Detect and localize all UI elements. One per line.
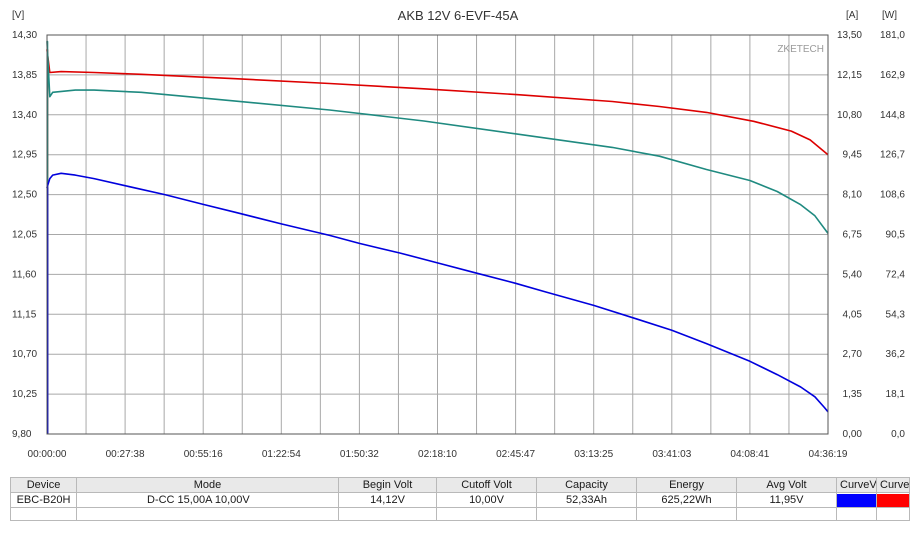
right-amp-tick-label: 5,40	[843, 269, 863, 280]
left-tick-label: 14,30	[12, 30, 37, 41]
cell-begin-volt: 14,12V	[338, 492, 437, 508]
empty-cell	[636, 507, 737, 521]
empty-cell	[338, 507, 437, 521]
header-cutoff-volt: Cutoff Volt	[436, 477, 537, 493]
table-row[interactable]: EBC-B20H D-CC 15,00A 10,00V 14,12V 10,00…	[10, 492, 910, 508]
grid	[47, 35, 828, 434]
header-energy: Energy	[636, 477, 737, 493]
curve-a-swatch	[877, 493, 909, 507]
plot-frame	[46, 34, 829, 435]
header-avg-volt: Avg Volt	[736, 477, 837, 493]
header-capacity: Capacity	[536, 477, 637, 493]
right-amp-tick-label: 0,00	[843, 429, 863, 440]
left-tick-label: 11,15	[12, 309, 37, 320]
x-tick-label: 02:45:47	[496, 449, 535, 460]
series-layer	[46, 40, 829, 434]
x-tick-label: 03:41:03	[652, 449, 691, 460]
cell-capacity: 52,33Ah	[536, 492, 637, 508]
x-tick-label: 04:36:19	[809, 449, 848, 460]
x-tick-label: 03:13:25	[574, 449, 613, 460]
result-table: Device Mode Begin Volt Cutoff Volt Capac…	[10, 477, 910, 521]
left-tick-label: 12,50	[12, 190, 37, 201]
right-watt-tick-label: 126,7	[880, 150, 905, 161]
right-amp-tick-label: 9,45	[843, 150, 863, 161]
empty-cell	[836, 507, 877, 521]
header-curve-v: CurveV	[836, 477, 877, 493]
header-curve-a: CurveA	[876, 477, 910, 493]
right-watt-tick-label: 108,6	[880, 190, 905, 201]
right-watt-tick-label: 54,3	[886, 309, 906, 320]
right-axis-unit-amps: [A]	[846, 10, 858, 21]
empty-cell	[536, 507, 637, 521]
right-amp-tick-label: 4,05	[843, 309, 863, 320]
cell-avg-volt: 11,95V	[736, 492, 837, 508]
right-watt-tick-label: 36,2	[886, 349, 906, 360]
empty-cell	[436, 507, 537, 521]
right-amp-tick-label: 10,80	[837, 110, 862, 121]
x-tick-label: 01:50:32	[340, 449, 379, 460]
cell-mode: D-CC 15,00A 10,00V	[76, 492, 339, 508]
right-watt-tick-label: 162,9	[880, 70, 905, 81]
axis-ticks: 14,30 13,85 13,40 12,95 12,50 12,05 11,60 11,15…	[12, 30, 905, 460]
empty-cell	[10, 507, 77, 521]
curve-v-swatch	[837, 493, 876, 507]
x-tick-label: 00:55:16	[184, 449, 223, 460]
left-axis-unit: [V]	[12, 10, 24, 21]
right-amp-tick-label: 13,50	[837, 30, 862, 41]
right-watt-tick-label: 181,0	[880, 30, 905, 41]
right-watt-tick-label: 90,5	[886, 230, 906, 241]
x-tick-label: 01:22:54	[262, 449, 301, 460]
left-tick-label: 13,40	[12, 110, 37, 121]
left-tick-label: 9,80	[12, 429, 32, 440]
empty-cell	[876, 507, 910, 521]
cell-device: EBC-B20H	[10, 492, 77, 508]
right-axis-unit-watts: [W]	[882, 10, 897, 21]
cell-cutoff-volt: 10,00V	[436, 492, 537, 508]
curve-v-swatch-cell	[836, 492, 877, 508]
empty-cell	[736, 507, 837, 521]
left-tick-label: 12,95	[12, 150, 37, 161]
curve-a-swatch-cell	[876, 492, 910, 508]
right-watt-tick-label: 18,1	[886, 389, 906, 400]
right-watt-tick-label: 144,8	[880, 110, 905, 121]
left-tick-label: 10,70	[12, 349, 37, 360]
series-line-curvea	[46, 49, 829, 434]
left-tick-label: 10,25	[12, 389, 37, 400]
left-tick-label: 13,85	[12, 70, 37, 81]
right-amp-tick-label: 12,15	[837, 70, 862, 81]
header-mode: Mode	[76, 477, 339, 493]
right-amp-tick-label: 8,10	[843, 190, 863, 201]
header-begin-volt: Begin Volt	[338, 477, 437, 493]
series-line-curvep	[46, 40, 829, 434]
table-empty-row	[10, 507, 910, 521]
right-amp-tick-label: 1,35	[843, 389, 863, 400]
chart-area: 14,30 13,85 13,40 12,95 12,50 12,05 11,60 11,15…	[12, 8, 905, 460]
cell-energy: 625,22Wh	[636, 492, 737, 508]
x-tick-label: 00:00:00	[28, 449, 67, 460]
right-watt-tick-label: 0,0	[891, 429, 905, 440]
empty-cell	[76, 507, 339, 521]
header-device: Device	[10, 477, 77, 493]
right-amp-tick-label: 6,75	[843, 230, 863, 241]
x-tick-label: 04:08:41	[730, 449, 769, 460]
series-line-curvev	[46, 172, 829, 434]
right-amp-tick-label: 2,70	[843, 349, 863, 360]
x-tick-label: 02:18:10	[418, 449, 457, 460]
watermark-zketech: ZKETECH	[777, 44, 824, 55]
x-tick-label: 00:27:38	[106, 449, 145, 460]
left-tick-label: 12,05	[12, 230, 37, 241]
left-tick-label: 11,60	[12, 269, 37, 280]
table-header-row: Device Mode Begin Volt Cutoff Volt Capac…	[10, 477, 910, 493]
right-watt-tick-label: 72,4	[886, 269, 906, 280]
chart-title: AKB 12V 6-EVF-45A	[398, 8, 519, 23]
